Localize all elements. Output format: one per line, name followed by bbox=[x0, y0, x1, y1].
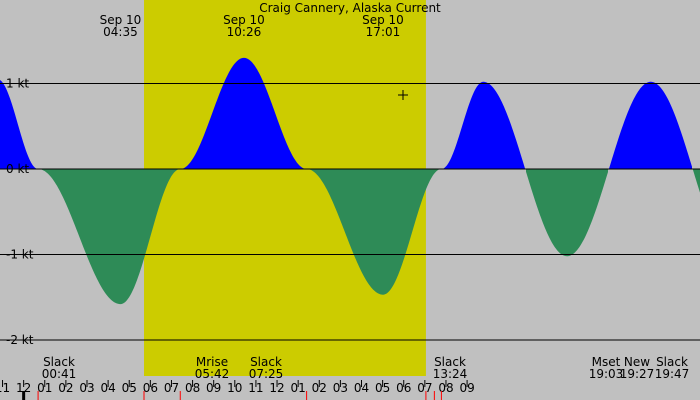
x-tick-label: 12 bbox=[269, 381, 284, 395]
x-tick-label: 08 bbox=[185, 381, 200, 395]
x-tick-label: 06 bbox=[396, 381, 411, 395]
x-tick-label: 12 bbox=[16, 381, 31, 395]
x-tick-label: 09 bbox=[206, 381, 221, 395]
flood-area bbox=[0, 80, 38, 169]
peak-date-label: Sep 10 bbox=[223, 13, 265, 27]
peak-time-label: 10:26 bbox=[227, 25, 262, 39]
x-tick-label: 09 bbox=[459, 381, 474, 395]
x-tick-label: 05 bbox=[375, 381, 390, 395]
x-tick-label: 05 bbox=[122, 381, 137, 395]
event-time: 05:42 bbox=[195, 367, 230, 381]
x-tick-label: 02 bbox=[58, 381, 73, 395]
current-curve bbox=[0, 57, 700, 305]
event-time: 13:24 bbox=[433, 367, 468, 381]
x-tick-label: 10 bbox=[227, 381, 242, 395]
x-tick-label: 08 bbox=[438, 381, 453, 395]
event-time: 19:27 bbox=[620, 367, 655, 381]
event-time: 00:41 bbox=[42, 367, 77, 381]
event-label: Mset bbox=[592, 355, 621, 369]
y-tick-label: -1 kt bbox=[6, 248, 34, 262]
peak-date-label: Sep 10 bbox=[100, 13, 142, 27]
x-tick-label: 11 bbox=[0, 381, 10, 395]
event-time: 07:25 bbox=[249, 367, 284, 381]
x-tick-label: 04 bbox=[100, 381, 115, 395]
speed-gridlines bbox=[0, 83, 700, 341]
flood-area bbox=[181, 57, 306, 169]
y-tick-label: 1 kt bbox=[6, 77, 29, 91]
peak-time-label: 17:01 bbox=[366, 25, 401, 39]
x-axis: 11 12 01 02 03 04 05 06 07 08 09 10 11 12 01 02 03 04 05 06… bbox=[0, 380, 475, 400]
flood-area bbox=[442, 81, 525, 169]
event-label: Slack bbox=[43, 355, 75, 369]
event-labels: Slack00:41Mrise05:42Slack07:25Slack13:24… bbox=[42, 355, 690, 381]
event-time: 19:03 bbox=[589, 367, 624, 381]
peak-date-label: Sep 10 bbox=[362, 13, 404, 27]
event-label: New bbox=[624, 355, 650, 369]
x-tick-label: 02 bbox=[312, 381, 327, 395]
ebb-area bbox=[39, 169, 180, 305]
event-time: 19:47 bbox=[655, 367, 690, 381]
chart-title: Craig Cannery, Alaska Current bbox=[259, 1, 441, 15]
event-label: Slack bbox=[434, 355, 466, 369]
x-tick-label: 06 bbox=[143, 381, 158, 395]
peak-time-label: 04:35 bbox=[103, 25, 138, 39]
x-tick-label: 03 bbox=[333, 381, 348, 395]
x-tick-label: 07 bbox=[417, 381, 432, 395]
x-tick-label: 03 bbox=[79, 381, 94, 395]
ebb-area bbox=[693, 169, 700, 193]
event-label: Mrise bbox=[196, 355, 228, 369]
y-axis-labels: 1 kt 0 kt -1 kt -2 kt bbox=[6, 77, 34, 348]
y-tick-label: -2 kt bbox=[6, 333, 34, 347]
y-tick-label: 0 kt bbox=[6, 162, 29, 176]
ebb-area bbox=[526, 169, 608, 257]
x-tick-label: 01 bbox=[291, 381, 306, 395]
x-tick-label: 01 bbox=[37, 381, 52, 395]
x-tick-label: 11 bbox=[248, 381, 263, 395]
flood-area bbox=[609, 81, 692, 169]
event-label: Slack bbox=[250, 355, 282, 369]
ebb-area bbox=[307, 169, 441, 295]
event-label: Slack bbox=[656, 355, 688, 369]
x-tick-label: 07 bbox=[164, 381, 179, 395]
x-tick-label: 04 bbox=[354, 381, 369, 395]
